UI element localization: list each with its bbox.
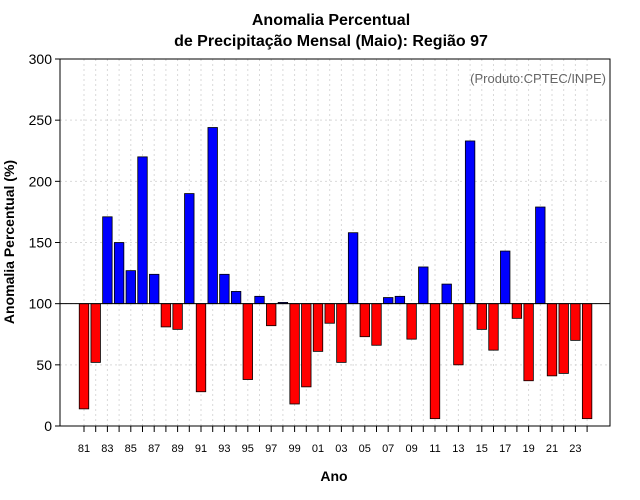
bar-88 (160, 303, 172, 328)
x-tick-label: 07 (382, 443, 394, 455)
bar-93 (219, 273, 230, 305)
x-tick-label: 03 (335, 443, 347, 455)
x-tick-label: 21 (546, 443, 558, 455)
x-axis: 81 83 85 87 89 91 93 95 97 99 01 03 05 07 09 11 13 15 17 19… (78, 426, 588, 455)
bar-19 (523, 303, 534, 382)
bar-08 (394, 295, 406, 305)
x-tick-label: 13 (452, 443, 464, 455)
y-tick-label: 150 (29, 235, 53, 251)
bar-04 (347, 232, 359, 305)
x-tick-label: 15 (476, 443, 488, 455)
x-tick-label: 89 (171, 443, 183, 455)
x-tick-label: 01 (312, 443, 324, 455)
bar-83 (102, 216, 113, 305)
x-tick-label: 05 (359, 443, 371, 455)
chart-title-line2: de Precipitação Mensal (Maio): Região 97 (174, 33, 488, 50)
bar-21 (546, 303, 558, 377)
bar-81 (78, 303, 90, 410)
bar-11 (429, 303, 441, 420)
bar-22 (558, 303, 569, 374)
x-tick-label: 83 (101, 443, 113, 455)
y-tick-label: 300 (29, 51, 53, 67)
x-tick-label: 85 (125, 443, 137, 455)
bar-00 (301, 303, 312, 388)
x-tick-label: 23 (569, 443, 581, 455)
bar-07 (383, 297, 394, 305)
bar-94 (230, 291, 242, 305)
bar-01 (312, 303, 324, 352)
x-tick-label: 97 (265, 443, 277, 455)
bar-99 (289, 303, 300, 405)
bar-92 (207, 127, 218, 305)
bar-82 (90, 303, 101, 363)
x-tick-label: 95 (242, 443, 254, 455)
bar-14 (464, 140, 476, 305)
y-tick-label: 200 (29, 173, 53, 189)
bar-91 (195, 303, 207, 393)
bar-97 (266, 303, 277, 327)
bar-15 (476, 303, 487, 330)
bar-16 (488, 303, 499, 351)
bar-95 (242, 303, 253, 380)
x-tick-label: 17 (499, 443, 511, 455)
grid-layer (60, 59, 610, 426)
x-tick-label: 91 (195, 443, 207, 455)
bar-13 (453, 303, 464, 366)
x-tick-label: 87 (148, 443, 160, 455)
bar-87 (149, 273, 160, 305)
bar-02 (324, 303, 335, 324)
bar-24 (581, 303, 593, 420)
credit-label: (Produto:CPTEC/INPE) (470, 71, 606, 86)
y-tick-label: 100 (29, 296, 53, 312)
bar-20 (535, 206, 546, 305)
y-axis: 0 50 100 150 200 250 300 (29, 51, 60, 434)
bar-09 (406, 303, 417, 340)
bar-89 (172, 303, 183, 330)
bar-96 (254, 295, 265, 305)
y-tick-label: 250 (29, 112, 53, 128)
bar-84 (113, 242, 125, 305)
bar-12 (441, 283, 452, 305)
x-tick-label: 11 (429, 443, 440, 455)
bar-06 (371, 303, 382, 346)
x-tick-label: 99 (288, 443, 300, 455)
bar-05 (359, 303, 370, 338)
bar-23 (570, 303, 581, 341)
x-tick-label: 19 (522, 443, 534, 455)
y-tick-label: 0 (44, 418, 52, 434)
bar-17 (500, 250, 511, 305)
bar-90 (184, 193, 195, 305)
bars-layer (78, 127, 593, 420)
chart-title-line1: Anomalia Percentual (252, 12, 410, 29)
x-tick-label: 93 (218, 443, 230, 455)
x-tick-label: 81 (78, 443, 90, 455)
y-axis-label: Anomalia Percentual (%) (1, 160, 17, 324)
y-tick-label: 50 (36, 357, 52, 373)
x-tick-label: 09 (405, 443, 417, 455)
bar-86 (137, 156, 148, 305)
bar-18 (511, 303, 523, 319)
x-axis-label: Ano (320, 468, 347, 484)
bar-03 (336, 303, 347, 363)
bar-10 (418, 266, 429, 305)
bar-85 (125, 270, 136, 305)
